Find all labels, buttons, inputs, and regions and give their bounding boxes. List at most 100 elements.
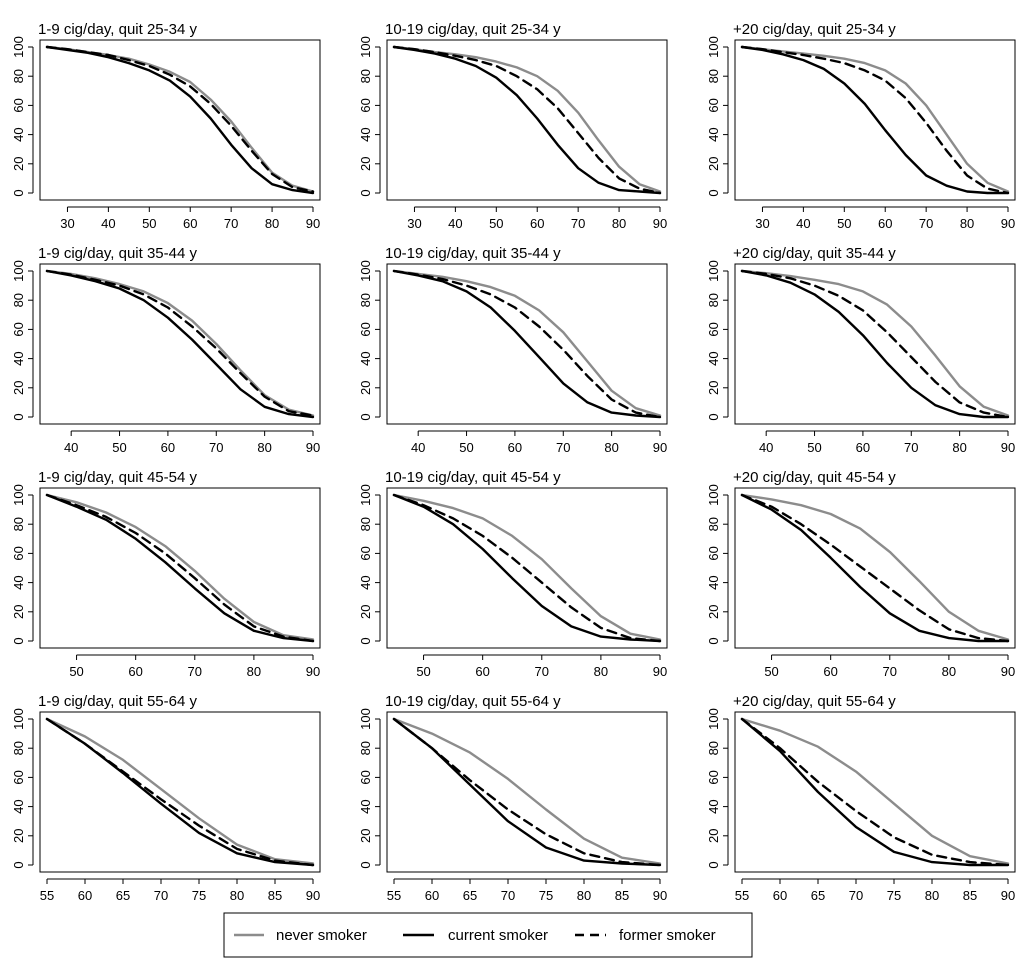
x-tick-label: 90 (1001, 664, 1015, 679)
series-line-current (392, 45, 662, 195)
y-tick-label: 0 (706, 861, 721, 868)
panel-title: 10-19 cig/day, quit 45-54 y (385, 469, 561, 486)
y-tick-label: 80 (706, 293, 721, 307)
panel-9: +20 cig/day, quit 45-54 y 0 20 40 60 80 100 50 6… (706, 469, 1016, 679)
x-tick-label: 50 (489, 216, 503, 231)
x-tick-label: 80 (612, 216, 626, 231)
y-tick-label: 60 (358, 546, 373, 560)
series-line-never (740, 717, 1010, 865)
x-tick-label: 70 (154, 888, 168, 903)
panel-title: +20 cig/day, quit 35-44 y (733, 245, 896, 262)
x-tick-label: 75 (887, 888, 901, 903)
x-tick-label: 80 (247, 664, 261, 679)
y-tick-label: 40 (706, 575, 721, 589)
y-tick-label: 60 (11, 98, 26, 112)
y-tick-label: 0 (706, 637, 721, 644)
panel-title: 1-9 cig/day, quit 25-34 y (38, 21, 197, 38)
series-line-former (45, 493, 315, 643)
series-line-current (392, 717, 662, 867)
y-tick-label: 0 (706, 413, 721, 420)
panel-8: 10-19 cig/day, quit 45-54 y 0 20 40 60 80 100 5… (358, 469, 668, 679)
panel-5: 10-19 cig/day, quit 35-44 y 0 20 40 60 80 100 4… (358, 245, 668, 455)
plot-box (734, 263, 1016, 425)
x-tick-label: 70 (556, 440, 570, 455)
y-tick-label: 100 (358, 260, 373, 282)
series-line-never (45, 269, 315, 417)
x-tick-label: 70 (919, 216, 933, 231)
y-tick-label: 40 (11, 127, 26, 141)
series-line-former (740, 45, 1010, 195)
y-tick-label: 40 (358, 799, 373, 813)
x-tick-label: 80 (265, 216, 279, 231)
y-tick-label: 60 (11, 770, 26, 784)
y-tick-label: 40 (358, 351, 373, 365)
series-line-former (740, 493, 1010, 643)
y-tick-label: 80 (706, 517, 721, 531)
x-tick-label: 55 (735, 888, 749, 903)
x-tick-label: 40 (64, 440, 78, 455)
panel-title: +20 cig/day, quit 25-34 y (733, 21, 896, 38)
x-tick-label: 85 (268, 888, 282, 903)
y-tick-label: 80 (358, 517, 373, 531)
y-tick-label: 100 (358, 708, 373, 730)
y-tick-label: 0 (11, 637, 26, 644)
series-line-current (740, 269, 1010, 419)
x-tick-label: 60 (425, 888, 439, 903)
x-tick-label: 50 (416, 664, 430, 679)
y-tick-label: 20 (706, 829, 721, 843)
x-tick-label: 55 (387, 888, 401, 903)
y-tick-label: 80 (358, 69, 373, 83)
x-tick-label: 30 (407, 216, 421, 231)
x-tick-label: 70 (224, 216, 238, 231)
x-tick-label: 60 (773, 888, 787, 903)
plot-box (734, 487, 1016, 649)
panel-title: 1-9 cig/day, quit 45-54 y (38, 469, 197, 486)
y-tick-label: 0 (11, 189, 26, 196)
plot-box (386, 39, 668, 201)
legend: never smoker current smoker former smoke… (223, 912, 753, 958)
x-tick-label: 80 (594, 664, 608, 679)
x-tick-label: 70 (904, 440, 918, 455)
x-tick-label: 70 (535, 664, 549, 679)
series-line-former (740, 717, 1010, 867)
y-tick-label: 100 (11, 260, 26, 282)
x-tick-label: 50 (764, 664, 778, 679)
y-tick-label: 80 (11, 741, 26, 755)
y-tick-label: 20 (11, 381, 26, 395)
plot-box (39, 487, 321, 649)
x-tick-label: 50 (142, 216, 156, 231)
legend-former-label: former smoker (619, 927, 716, 944)
y-tick-label: 0 (358, 189, 373, 196)
panel-6: +20 cig/day, quit 35-44 y 0 20 40 60 80 100 40 5… (706, 245, 1016, 455)
series-line-never (392, 45, 662, 193)
series-line-current (740, 493, 1010, 643)
y-tick-label: 40 (706, 127, 721, 141)
y-tick-label: 0 (11, 413, 26, 420)
x-tick-label: 60 (508, 440, 522, 455)
plot-box (386, 711, 668, 873)
y-tick-label: 80 (11, 69, 26, 83)
series-line-former (392, 493, 662, 643)
x-tick-label: 60 (183, 216, 197, 231)
series-line-current (392, 493, 662, 643)
y-tick-label: 60 (706, 322, 721, 336)
x-tick-label: 80 (257, 440, 271, 455)
series-line-never (740, 493, 1010, 641)
y-tick-label: 80 (11, 293, 26, 307)
plot-box (386, 487, 668, 649)
x-tick-label: 90 (1001, 216, 1015, 231)
y-tick-label: 80 (706, 741, 721, 755)
panel-12: +20 cig/day, quit 55-64 y 0 20 40 60 80 100 55 6… (706, 693, 1016, 903)
y-tick-label: 20 (706, 381, 721, 395)
series-line-never (392, 269, 662, 417)
y-tick-label: 100 (706, 260, 721, 282)
x-tick-label: 40 (796, 216, 810, 231)
panel-3: +20 cig/day, quit 25-34 y 0 20 40 60 80 100 30 4… (706, 21, 1016, 231)
x-tick-label: 90 (1001, 888, 1015, 903)
panel-4: 1-9 cig/day, quit 35-44 y 0 20 40 60 80 100 40 5… (11, 245, 321, 455)
y-tick-label: 100 (11, 708, 26, 730)
panel-title: 1-9 cig/day, quit 35-44 y (38, 245, 197, 262)
x-tick-label: 70 (501, 888, 515, 903)
x-tick-label: 80 (925, 888, 939, 903)
plot-box (39, 711, 321, 873)
